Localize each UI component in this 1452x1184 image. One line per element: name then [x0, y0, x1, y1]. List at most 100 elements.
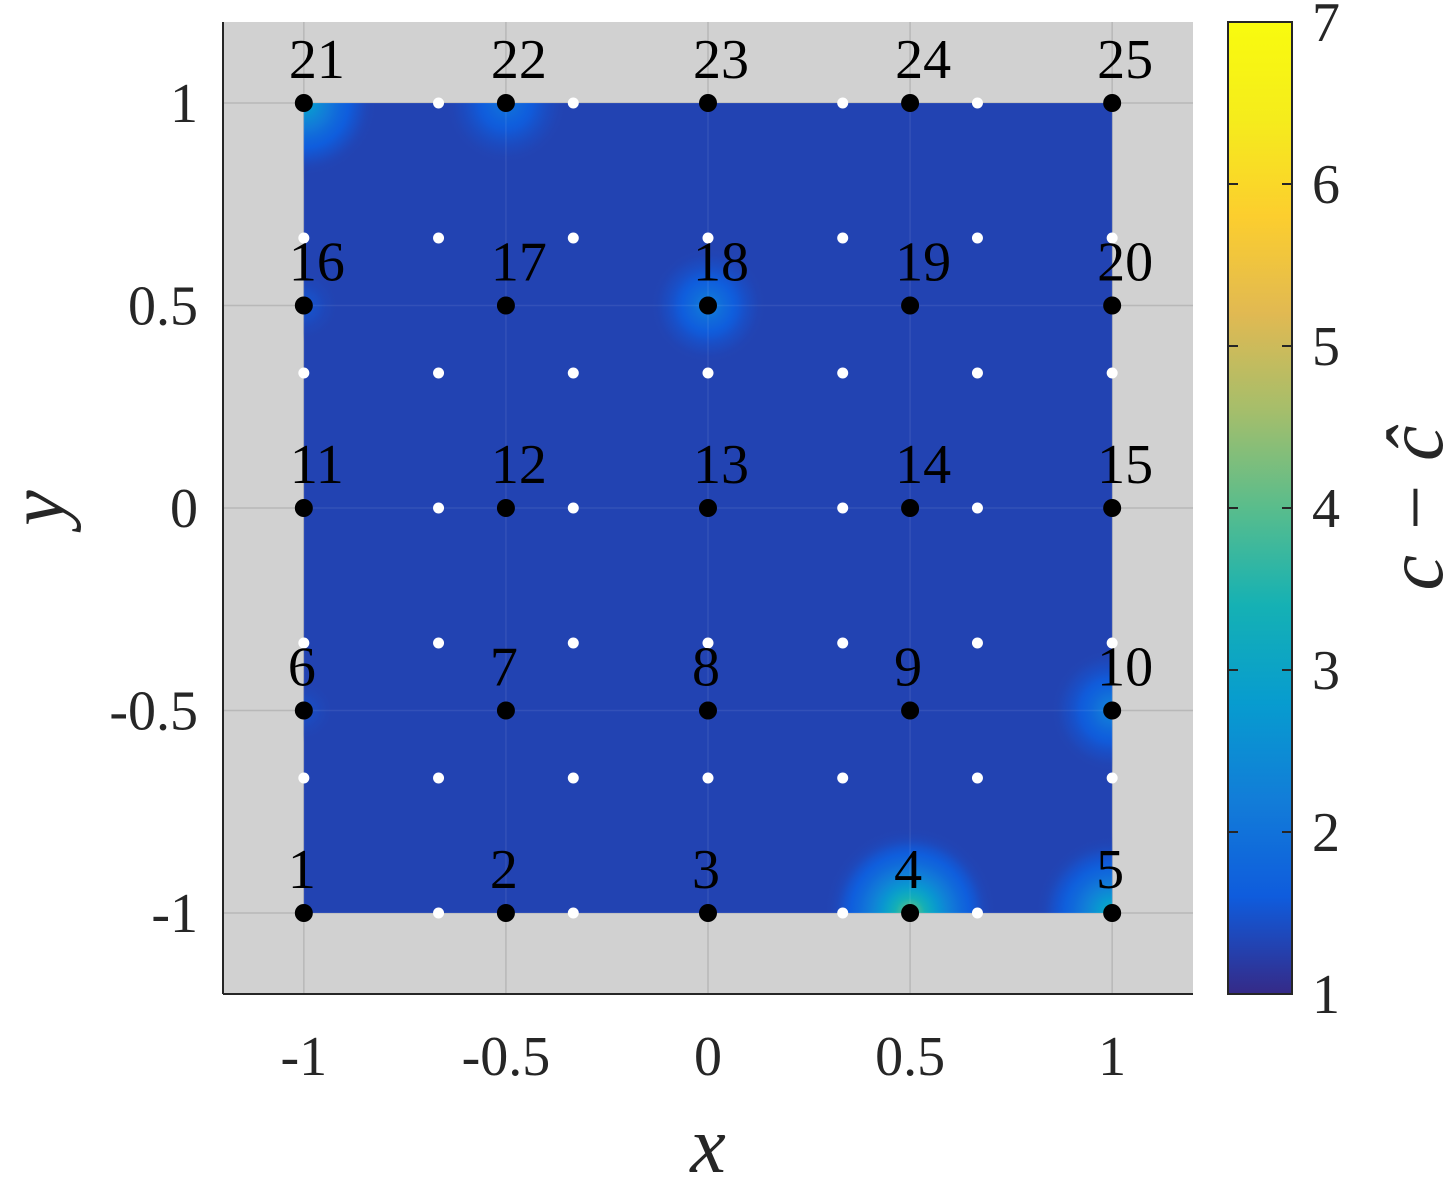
node-label-10: 10 — [1097, 637, 1153, 699]
sample-point — [433, 502, 445, 514]
node-marker-9 — [901, 701, 920, 720]
sample-point — [1106, 637, 1118, 649]
sample-point — [433, 367, 445, 379]
sample-point — [433, 772, 445, 784]
colorbar-tick-labels: 1 2 3 4 5 6 7 — [1228, 0, 1340, 1026]
sample-point — [298, 367, 310, 379]
sample-point — [1106, 772, 1118, 784]
sample-point — [567, 772, 579, 784]
hotspot-node-22 — [441, 103, 571, 168]
sample-point — [837, 232, 849, 244]
node-label-8: 8 — [692, 637, 720, 699]
sample-point — [971, 97, 983, 109]
node-marker-17 — [496, 296, 515, 315]
sample-point — [971, 637, 983, 649]
hotspot-node-4 — [821, 824, 999, 913]
node-marker-12 — [496, 499, 515, 517]
sample-point — [971, 502, 983, 514]
node-marker-19 — [901, 296, 920, 315]
node-marker-11 — [294, 499, 313, 517]
sample-point — [837, 97, 849, 109]
node-marker-20 — [1103, 296, 1122, 315]
x-tick-label: 1 — [1098, 1026, 1126, 1088]
node-label-22: 22 — [491, 29, 547, 91]
sample-point — [702, 232, 714, 244]
node-marker-16 — [294, 296, 313, 315]
sample-point — [837, 637, 849, 649]
node-label-24: 24 — [895, 29, 951, 91]
hotspot-node-5 — [1031, 832, 1113, 913]
node-marker-15 — [1103, 499, 1122, 517]
node-label-16: 16 — [289, 232, 345, 294]
sample-point — [567, 637, 579, 649]
node-label-1: 1 — [288, 839, 316, 901]
sample-point — [298, 637, 310, 649]
sample-point — [433, 907, 445, 919]
node-label-21: 21 — [289, 29, 345, 91]
nodes — [294, 94, 1122, 922]
sample-point — [567, 907, 579, 919]
node-label-20: 20 — [1097, 232, 1153, 294]
node-marker-25 — [1103, 94, 1122, 112]
node-marker-24 — [901, 94, 920, 112]
node-marker-2 — [496, 904, 515, 922]
sample-point — [971, 907, 983, 919]
colorbar-tick-label: 4 — [1312, 478, 1340, 540]
node-marker-18 — [699, 296, 717, 315]
node-marker-7 — [496, 701, 515, 720]
node-label-17: 17 — [491, 232, 547, 294]
node-label-23: 23 — [693, 29, 749, 91]
y-tick-label: 1 — [170, 73, 198, 135]
x-tick-labels: -1 -0.5 0 0.5 1 — [281, 1026, 1127, 1088]
sample-point — [567, 97, 579, 109]
sample-point — [567, 502, 579, 514]
node-marker-23 — [699, 94, 717, 112]
sample-point — [837, 907, 849, 919]
x-tick-label: 0.5 — [875, 1026, 945, 1088]
sample-point — [702, 367, 714, 379]
colorbar-tick-label: 1 — [1312, 964, 1340, 1026]
hotspots — [303, 103, 1113, 913]
y-tick-label: 0.5 — [128, 276, 198, 338]
node-marker-6 — [294, 701, 313, 720]
colorbar-tick-label: 3 — [1312, 640, 1340, 702]
node-label-2: 2 — [490, 839, 518, 901]
node-label-13: 13 — [693, 434, 749, 496]
hotspot-node-21 — [303, 103, 381, 180]
sample-point — [702, 772, 714, 784]
sample-point — [837, 502, 849, 514]
hotspot-node-6 — [303, 678, 337, 743]
hotspot-node-16 — [303, 269, 341, 342]
x-tick-label: -1 — [281, 1026, 328, 1088]
x-tick-label: -0.5 — [462, 1026, 551, 1088]
sample-point — [433, 637, 445, 649]
node-marker-4 — [901, 904, 920, 922]
sample-point — [433, 97, 445, 109]
node-label-9: 9 — [894, 637, 922, 699]
sample-point — [971, 367, 983, 379]
node-marker-14 — [901, 499, 920, 517]
node-label-11: 11 — [290, 434, 344, 496]
sample-point — [298, 232, 310, 244]
sample-point — [567, 367, 579, 379]
node-label-6: 6 — [288, 637, 316, 699]
sample-point — [298, 772, 310, 784]
y-axis-title: y — [0, 490, 82, 533]
node-label-4: 4 — [894, 839, 922, 901]
y-tick-labels: -1 -0.5 0 0.5 1 — [109, 73, 198, 945]
node-marker-5 — [1103, 904, 1122, 922]
colorbar-tick-label: 7 — [1312, 0, 1340, 54]
node-marker-1 — [294, 904, 313, 922]
node-label-7: 7 — [490, 637, 518, 699]
hotspot-node-10 — [1047, 645, 1113, 776]
node-label-3: 3 — [692, 839, 720, 901]
node-marker-3 — [699, 904, 717, 922]
colorbar-tick-label: 5 — [1312, 316, 1340, 378]
node-label-12: 12 — [491, 434, 547, 496]
node-label-25: 25 — [1097, 29, 1153, 91]
colorbar-label: c − ĉ — [1372, 424, 1452, 590]
node-label-18: 18 — [693, 232, 749, 294]
node-label-5: 5 — [1096, 839, 1124, 901]
